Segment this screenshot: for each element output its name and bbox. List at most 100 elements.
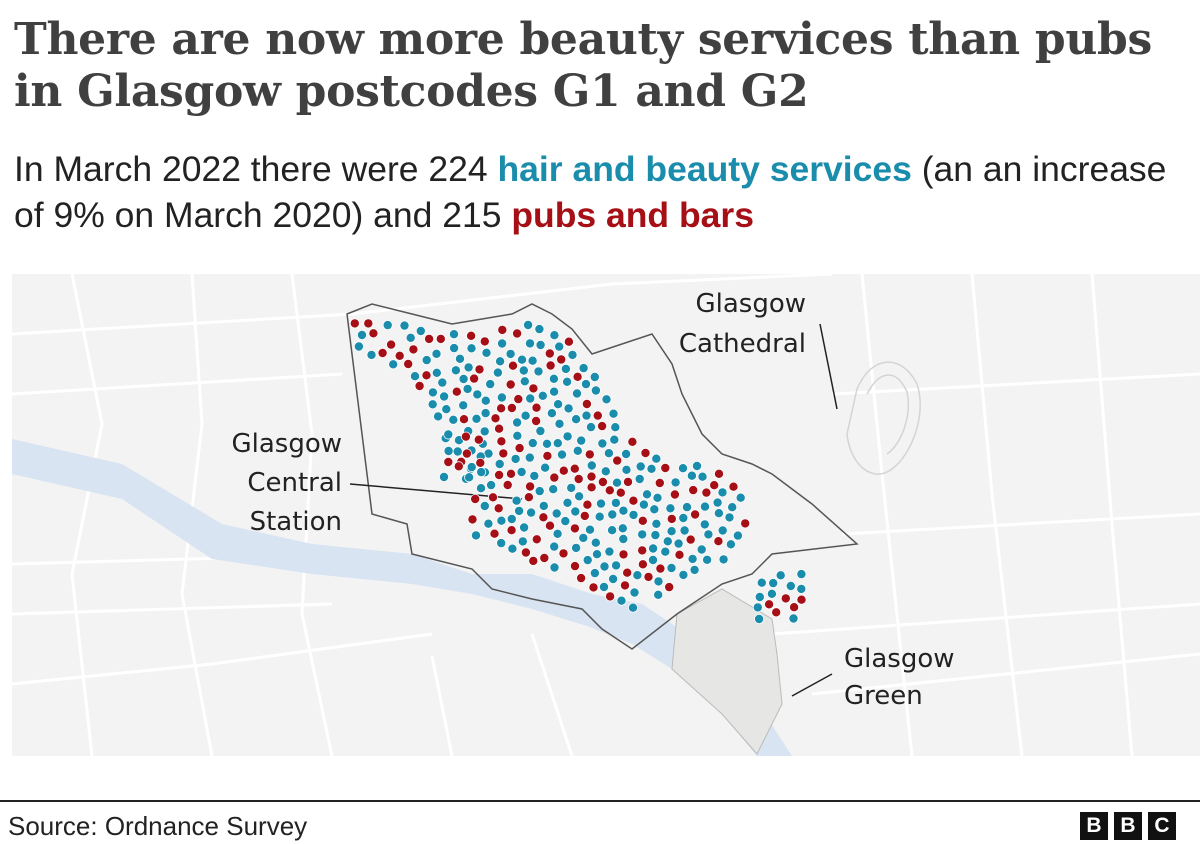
hair-and-beauty-service-dot xyxy=(540,462,551,473)
pub-and-bar-dot xyxy=(528,555,539,566)
bbc-logo-block: B xyxy=(1114,812,1142,840)
hair-and-beauty-service-dot xyxy=(452,446,463,457)
pub-and-bar-dot xyxy=(664,582,675,593)
pub-and-bar-dot xyxy=(713,536,724,547)
hair-and-beauty-service-dot xyxy=(549,541,560,552)
pub-and-bar-dot xyxy=(618,549,629,560)
hair-and-beauty-service-dot xyxy=(485,379,496,390)
pub-and-bar-dot xyxy=(467,514,478,525)
hair-and-beauty-service-dot xyxy=(599,561,610,572)
hair-and-beauty-service-dot xyxy=(466,343,477,354)
pub-and-bar-dot xyxy=(469,373,480,384)
hair-and-beauty-service-dot xyxy=(512,417,523,428)
hair-and-beauty-service-dot xyxy=(601,394,612,405)
footer-divider xyxy=(0,800,1200,802)
hair-and-beauty-service-dot xyxy=(607,509,618,520)
hair-and-beauty-service-dot xyxy=(610,497,621,508)
pub-and-bar-dot xyxy=(654,477,665,488)
hair-and-beauty-service-dot xyxy=(437,377,448,388)
hair-and-beauty-service-dot xyxy=(449,343,460,354)
pub-and-bar-dot xyxy=(669,489,680,500)
hair-and-beauty-service-dot xyxy=(443,445,454,456)
hair-and-beauty-service-dot xyxy=(554,418,565,429)
glasgow-central-station-label: Glasgow Central Station xyxy=(231,429,523,537)
pub-and-bar-dot xyxy=(538,512,549,523)
hair-and-beauty-service-dot xyxy=(687,553,698,564)
pub-and-bar-dot xyxy=(569,463,580,474)
hair-and-beauty-service-dot xyxy=(571,542,582,553)
pub-and-bar-dot xyxy=(363,318,374,329)
hair-and-beauty-service-dot xyxy=(516,466,527,477)
hair-and-beauty-service-dot xyxy=(519,376,530,387)
pub-and-bar-dot xyxy=(505,468,516,479)
hair-and-beauty-service-dot xyxy=(666,526,677,537)
hair-and-beauty-service-dot xyxy=(578,532,589,543)
hair-and-beauty-service-dot xyxy=(516,354,527,365)
hair-and-beauty-service-dot xyxy=(492,367,503,378)
hair-and-beauty-service-dot xyxy=(471,413,482,424)
hair-and-beauty-service-dot xyxy=(560,516,571,527)
bbc-logo-block: B xyxy=(1080,812,1108,840)
pub-and-bar-dot xyxy=(394,350,405,361)
hair-and-beauty-service-dot xyxy=(496,538,507,549)
hair-and-beauty-service-dot xyxy=(562,497,573,508)
pub-and-bar-dot xyxy=(408,344,419,355)
pub-and-bar-dot xyxy=(461,448,472,459)
hair-and-beauty-service-dot xyxy=(517,536,528,547)
hair-and-beauty-service-dot xyxy=(405,332,416,343)
hair-and-beauty-service-dot xyxy=(518,365,529,376)
hair-and-beauty-service-dot xyxy=(511,495,522,506)
hair-and-beauty-service-dot xyxy=(712,497,723,508)
pub-and-bar-dot xyxy=(368,328,379,339)
pub-and-bar-dot xyxy=(512,328,523,339)
hair-and-beauty-service-dot xyxy=(481,347,492,358)
hair-and-beauty-service-dot xyxy=(472,389,483,400)
hair-and-beauty-service-dot xyxy=(525,338,536,349)
pub-and-bar-dot xyxy=(597,476,608,487)
glasgow-central-station-label-line-2: Central xyxy=(247,468,342,498)
hair-and-beauty-service-dot xyxy=(768,578,779,589)
legend-hair-and-beauty-services: hair and beauty services xyxy=(497,149,912,189)
hair-and-beauty-service-dot xyxy=(662,536,673,547)
hair-and-beauty-service-dot xyxy=(463,362,474,373)
hair-and-beauty-service-dot xyxy=(552,528,563,539)
pub-and-bar-dot xyxy=(660,462,671,473)
hair-and-beauty-service-dot xyxy=(458,374,469,385)
subtitle-text-1: In March 2022 there were 224 xyxy=(14,149,498,189)
hair-and-beauty-service-dot xyxy=(448,414,459,425)
hair-and-beauty-service-dot xyxy=(562,431,573,442)
hair-and-beauty-service-dot xyxy=(570,506,581,517)
hair-and-beauty-service-dot xyxy=(519,522,530,533)
hair-and-beauty-service-dot xyxy=(524,452,535,463)
city-centre-map: Glasgow Cathedral Glasgow Central Statio… xyxy=(12,274,1200,756)
hair-and-beauty-service-dot xyxy=(537,390,548,401)
hair-and-beauty-service-dot xyxy=(529,470,540,481)
hair-and-beauty-service-dot xyxy=(439,391,450,402)
hair-and-beauty-service-dot xyxy=(525,393,536,404)
pub-and-bar-dot xyxy=(531,402,542,413)
hair-and-beauty-service-dot xyxy=(689,564,700,575)
hair-and-beauty-service-dot xyxy=(752,602,763,613)
river-clyde xyxy=(12,439,792,756)
hair-and-beauty-service-dot xyxy=(660,546,671,557)
pub-and-bar-dot xyxy=(531,534,542,545)
hair-and-beauty-service-dot xyxy=(476,467,487,478)
hair-and-beauty-service-dot xyxy=(632,570,643,581)
pub-and-bar-dot xyxy=(796,594,807,605)
hair-and-beauty-service-dot xyxy=(464,472,475,483)
pub-and-bar-dot xyxy=(507,360,518,371)
hair-and-beauty-service-dot xyxy=(562,376,573,387)
pub-and-bar-dot xyxy=(520,547,531,558)
hair-and-beauty-service-dot xyxy=(673,538,684,549)
pub-and-bar-dot xyxy=(604,485,615,496)
hair-and-beauty-service-dot xyxy=(510,453,521,464)
hair-and-beauty-service-dot xyxy=(586,422,597,433)
bbc-logo-block: C xyxy=(1148,812,1176,840)
hair-and-beauty-service-dot xyxy=(788,613,799,624)
hair-and-beauty-service-dot xyxy=(735,492,746,503)
pub-and-bar-dot xyxy=(637,515,648,526)
hair-and-beauty-service-dot xyxy=(551,508,562,519)
hair-and-beauty-service-dot xyxy=(590,537,601,548)
hair-and-beauty-service-dot xyxy=(553,399,564,410)
hair-and-beauty-service-dot xyxy=(433,411,444,422)
